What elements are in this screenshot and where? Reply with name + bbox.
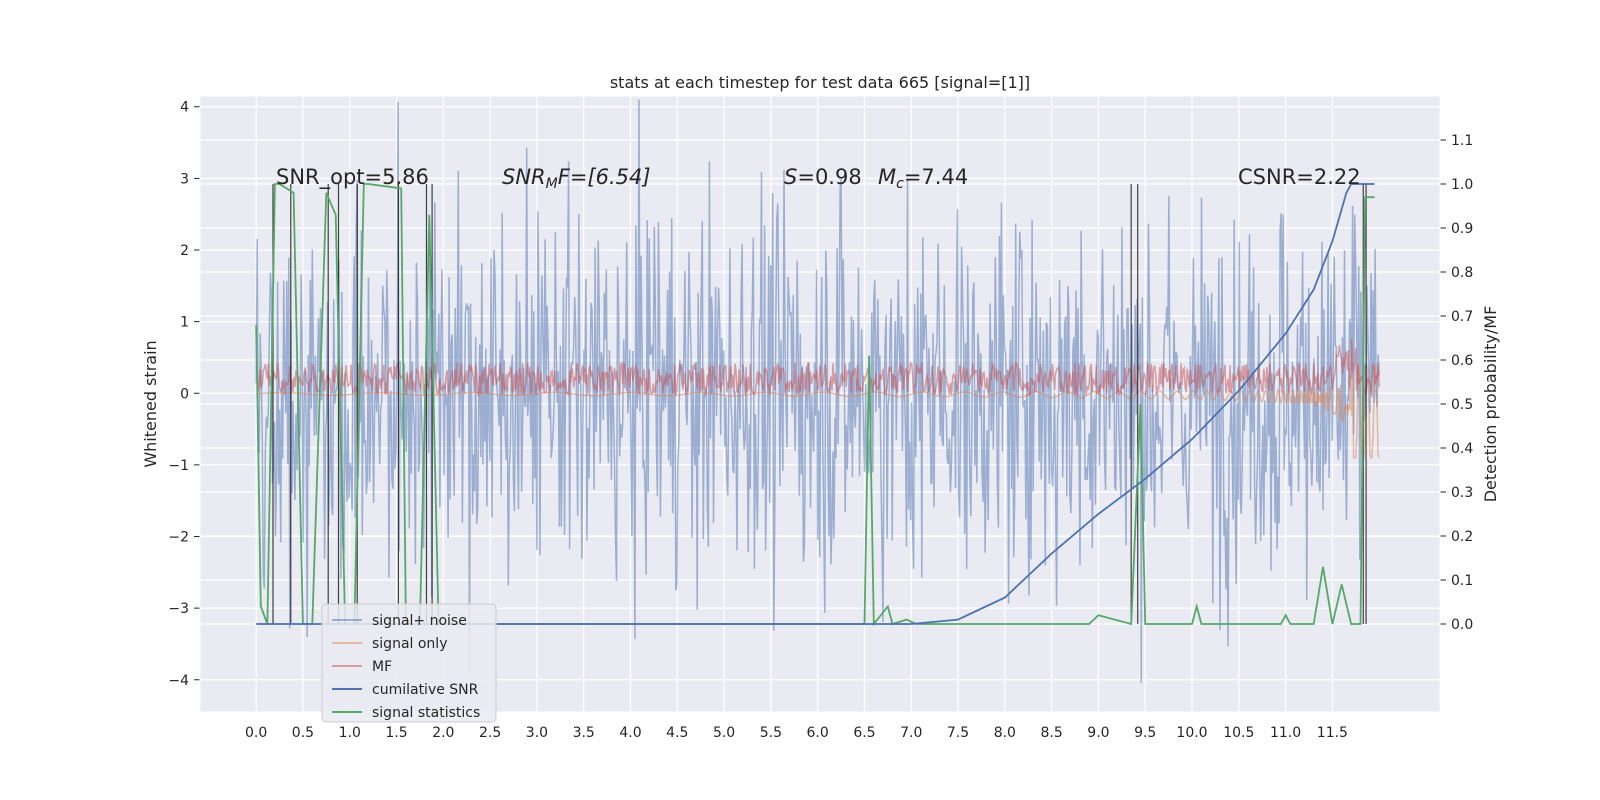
x-tick-label: 6.0 bbox=[807, 725, 829, 741]
y-tick-label: −3 bbox=[168, 601, 189, 617]
y2-tick-label: 0.9 bbox=[1451, 221, 1473, 237]
legend-label: signal statistics bbox=[372, 705, 480, 721]
x-tick-label: 7.5 bbox=[947, 725, 969, 741]
chart-title: stats at each timestep for test data 665… bbox=[610, 73, 1030, 92]
x-tick-label: 7.0 bbox=[900, 725, 922, 741]
legend-label: signal+ noise bbox=[372, 613, 467, 629]
y2-tick-label: 0.8 bbox=[1451, 265, 1473, 281]
y-tick-label: −2 bbox=[168, 530, 189, 546]
y-tick-label: −1 bbox=[168, 458, 189, 474]
x-tick-label: 4.5 bbox=[666, 725, 688, 741]
x-tick-label: 11.5 bbox=[1317, 725, 1348, 741]
y-tick-label: 1 bbox=[180, 315, 189, 331]
y-tick-label: 4 bbox=[180, 100, 189, 116]
x-tick-label: 1.5 bbox=[385, 725, 407, 741]
y2-tick-label: 0.1 bbox=[1451, 573, 1473, 589]
y2-tick-label: 0.2 bbox=[1451, 529, 1473, 545]
x-tick-label: 8.5 bbox=[1040, 725, 1062, 741]
legend-label: signal only bbox=[372, 636, 447, 652]
y2-axis-label: Detection probability/MF bbox=[1481, 306, 1500, 503]
y-axis-label: Whitened strain bbox=[141, 340, 160, 467]
data-layer bbox=[255, 99, 1380, 684]
annotation-snr-opt: SNR_opt=5.86 bbox=[276, 165, 429, 190]
y2-tick-label: 1.1 bbox=[1451, 133, 1473, 149]
x-tick-label: 1.0 bbox=[339, 725, 361, 741]
y-tick-label: 2 bbox=[180, 243, 189, 259]
y2-tick-label: 0.3 bbox=[1451, 485, 1473, 501]
annotation-chirp-mass: Mc=7.44 bbox=[878, 165, 968, 192]
x-tick-label: 9.0 bbox=[1087, 725, 1109, 741]
series-cumilative-snr-line bbox=[256, 183, 1375, 625]
axes: 0.0 0.5 1.0 1.5 2.0 2.5 3.0 3.5 4.0 4.5 5.0 5.5 6.0 6… bbox=[168, 95, 1473, 741]
x-tick-label: 4.0 bbox=[619, 725, 641, 741]
annotation-csnr: CSNR=2.22 bbox=[1238, 165, 1361, 189]
x-tick-label: 9.5 bbox=[1134, 725, 1156, 741]
x-tick-label: 6.5 bbox=[853, 725, 875, 741]
legend-label: MF bbox=[372, 659, 392, 675]
y2-tick-label: 0.0 bbox=[1451, 617, 1473, 633]
legend-label: cumilative SNR bbox=[372, 682, 479, 698]
series-signal-only-line bbox=[256, 364, 1380, 459]
y2-tick-label: 0.5 bbox=[1451, 397, 1473, 413]
x-tick-label: 3.5 bbox=[573, 725, 595, 741]
x-tick-label: 5.5 bbox=[760, 725, 782, 741]
series-signal-statistics-line bbox=[255, 183, 1375, 627]
x-tick-label: 2.5 bbox=[479, 725, 501, 741]
y-tick-label: 0 bbox=[180, 386, 189, 402]
x-tick-label: 3.0 bbox=[526, 725, 548, 741]
legend: signal+ noise signal only MF cumilative SNR… bbox=[321, 603, 497, 723]
x-tick-label: 0.5 bbox=[292, 725, 314, 741]
x-tick-label: 10.5 bbox=[1223, 725, 1254, 741]
y2-tick-label: 0.4 bbox=[1451, 441, 1473, 457]
x-tick-label: 8.0 bbox=[994, 725, 1016, 741]
x-tick-label: 11.0 bbox=[1270, 725, 1301, 741]
plot-frame bbox=[199, 95, 1441, 713]
y-tick-label: 3 bbox=[180, 171, 189, 187]
x-tick-label: 2.0 bbox=[432, 725, 454, 741]
x-tick-label: 0.0 bbox=[245, 725, 267, 741]
y-tick-label: −4 bbox=[168, 673, 189, 689]
series-mf-line bbox=[255, 338, 1380, 398]
y2-tick-label: 0.7 bbox=[1451, 309, 1473, 325]
annotations: SNR_opt=5.86 SNRMF=[6.54] S=0.98 Mc=7.44… bbox=[276, 165, 1361, 192]
annotation-s-value: S=0.98 bbox=[784, 165, 862, 189]
x-tick-label: 10.0 bbox=[1176, 725, 1207, 741]
x-tick-label: 5.0 bbox=[713, 725, 735, 741]
annotation-snr-mf: SNRMF=[6.54] bbox=[502, 165, 651, 192]
y2-tick-label: 1.0 bbox=[1451, 177, 1473, 193]
legend-box bbox=[321, 603, 497, 723]
y2-tick-label: 0.6 bbox=[1451, 353, 1473, 369]
